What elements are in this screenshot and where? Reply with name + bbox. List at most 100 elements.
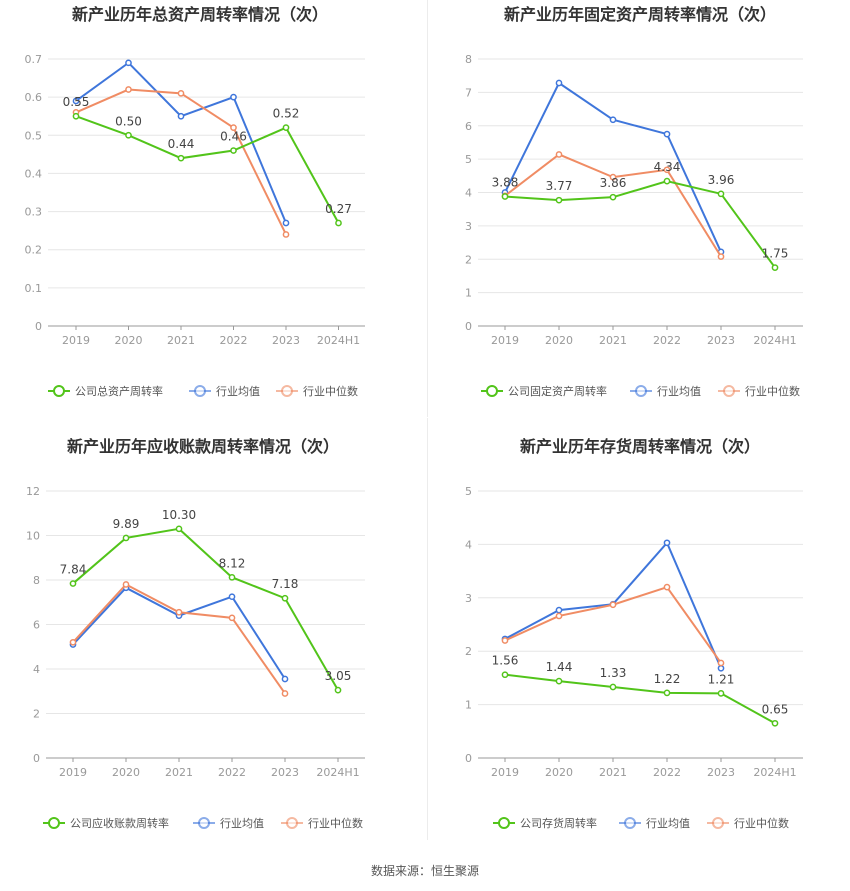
data-point [230, 124, 237, 132]
chart-panel-4: 新产业历年存货周转率情况（次） 0 1 2 3 4 5 2019 2020 2021 2022 202… [465, 437, 803, 830]
data-label: 1.21 [708, 672, 735, 686]
data-source: 数据来源：恒生聚源 [370, 864, 479, 878]
data-label: 8.12 [219, 556, 246, 570]
data-label: 3.77 [546, 179, 573, 193]
x-tick-label: 2019 [59, 766, 87, 779]
data-label: 10.30 [162, 508, 196, 522]
x-tick-label: 2020 [545, 766, 573, 779]
legend-item-2: 行业均值 [630, 385, 701, 398]
data-point [609, 116, 617, 124]
x-tick-label: 2019 [62, 334, 90, 347]
y-tick-label: 4 [465, 538, 472, 551]
x-tick-label: 2021 [599, 334, 627, 347]
legend-marker [635, 385, 647, 397]
legend-label: 行业中位数 [734, 816, 789, 830]
data-label: 3.86 [600, 176, 627, 190]
y-tick-label: 0.1 [25, 282, 43, 295]
legend-item-3: 行业中位数 [276, 384, 358, 398]
y-tick-label: 3 [465, 220, 472, 233]
legend-label: 行业中位数 [745, 384, 800, 398]
legend-item-1: 公司应收账款周转率 [43, 816, 169, 830]
chart-title: 新产业历年固定资产周转率情况（次） [504, 5, 776, 24]
y-tick-label: 0 [35, 320, 42, 333]
legend-item-2: 行业均值 [189, 385, 260, 398]
data-point [555, 606, 563, 614]
data-point [281, 675, 289, 683]
data-label: 1.75 [762, 247, 789, 261]
data-point [663, 166, 671, 174]
y-tick-label: 0.4 [25, 167, 43, 180]
y-tick-label: 1 [465, 699, 472, 712]
y-tick-label: 0.2 [25, 244, 43, 257]
x-tick-label: 2022 [653, 334, 681, 347]
legend-marker [712, 817, 724, 829]
y-tick-label: 12 [26, 485, 40, 498]
x-tick-label: 2022 [220, 334, 248, 347]
data-point [230, 147, 237, 154]
x-tick-label: 2022 [218, 766, 246, 779]
data-point [281, 594, 289, 602]
chart-title: 新产业历年存货周转率情况（次） [520, 437, 760, 456]
y-tick-label: 0 [465, 320, 472, 333]
x-tick-label: 2020 [115, 334, 143, 347]
legend-label: 行业均值 [657, 385, 701, 398]
data-label: 0.55 [63, 95, 90, 109]
legend-item-2: 行业均值 [193, 817, 264, 830]
data-point [609, 193, 617, 201]
legend-item-3: 行业中位数 [281, 816, 363, 830]
data-point [125, 131, 132, 139]
chart-panel-2: 新产业历年固定资产周转率情况（次） 0 1 2 3 4 5 6 7 8 2019 2020 2021 20… [465, 5, 803, 398]
x-tick-label: 2024H1 [753, 766, 796, 779]
legend-item-2: 行业均值 [619, 817, 690, 830]
data-point [717, 253, 725, 260]
data-point [228, 614, 236, 622]
data-point [717, 659, 725, 667]
legend-label: 公司应收账款周转率 [70, 816, 169, 830]
x-tick-label: 2022 [653, 766, 681, 779]
data-point [72, 112, 80, 120]
y-tick-label: 0.6 [25, 91, 43, 104]
data-point [282, 219, 290, 227]
y-tick-label: 2 [465, 253, 472, 266]
legend-marker [53, 385, 65, 397]
y-tick-label: 2 [33, 708, 40, 721]
legend-marker [486, 385, 498, 397]
data-label: 3.05 [325, 669, 352, 683]
data-point [555, 612, 563, 620]
data-point [177, 154, 185, 162]
legend-marker [498, 817, 510, 829]
y-tick-label: 5 [465, 485, 472, 498]
y-tick-label: 0 [465, 752, 472, 765]
data-label: 0.46 [220, 130, 247, 144]
data-point [555, 151, 563, 158]
x-tick-label: 2021 [599, 766, 627, 779]
data-label: 3.88 [492, 176, 519, 190]
data-label: 0.44 [168, 137, 195, 151]
data-point [717, 190, 725, 198]
y-tick-label: 4 [33, 663, 40, 676]
data-point [663, 177, 671, 185]
series-line-2 [72, 586, 286, 680]
data-point [125, 86, 132, 93]
x-tick-label: 2023 [271, 766, 299, 779]
x-tick-label: 2024H1 [753, 334, 796, 347]
y-tick-label: 6 [33, 619, 40, 632]
data-point [335, 219, 342, 227]
y-tick-label: 0.5 [25, 129, 43, 142]
data-point [122, 581, 130, 588]
x-tick-label: 2023 [272, 334, 300, 347]
data-point [609, 173, 617, 181]
data-point [72, 97, 80, 105]
y-tick-label: 7 [465, 86, 472, 99]
data-point [555, 196, 563, 204]
data-point [555, 79, 563, 87]
data-point [501, 637, 509, 644]
data-label: 0.52 [273, 107, 300, 121]
series-line-3 [504, 153, 722, 258]
legend-marker [624, 817, 636, 829]
y-tick-label: 8 [33, 574, 40, 587]
legend-marker [48, 817, 60, 829]
data-point [230, 93, 237, 101]
legend-label: 行业均值 [216, 385, 260, 398]
